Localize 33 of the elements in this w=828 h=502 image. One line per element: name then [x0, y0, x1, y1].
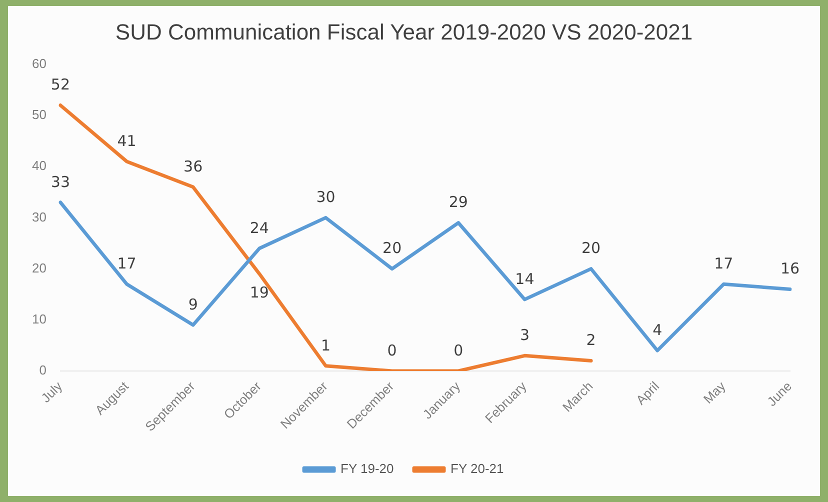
y-tick-label: 50: [32, 107, 46, 122]
data-label: 29: [448, 193, 468, 212]
data-label: 2: [586, 331, 596, 350]
data-label: 0: [454, 341, 464, 360]
y-tick-label: 30: [32, 209, 46, 224]
y-tick-label: 40: [32, 158, 46, 174]
data-label: 33: [50, 172, 70, 191]
data-label: 30: [316, 188, 336, 206]
data-label: 16: [780, 260, 800, 278]
data-label: 19: [250, 283, 269, 302]
data-label: 24: [250, 218, 269, 237]
data-label: 0: [387, 341, 397, 360]
data-label: 17: [117, 254, 136, 273]
chart-title: SUD Communication Fiscal Year 2019-2020 VS 2020-2021: [115, 19, 693, 44]
data-label: 20: [382, 239, 402, 258]
data-label: 14: [515, 270, 534, 288]
y-tick-label: 0: [39, 362, 46, 378]
x-tick-label: July: [38, 378, 66, 406]
data-label: 1: [320, 336, 331, 354]
data-label: 52: [50, 76, 70, 94]
y-tick-label: 60: [32, 56, 46, 71]
data-label: 41: [117, 132, 136, 150]
legend-label: FY 19-20: [340, 461, 394, 476]
y-tick-label: 10: [32, 311, 46, 326]
data-label: 36: [184, 157, 203, 176]
data-label: 20: [581, 239, 601, 258]
x-tick-label: May: [700, 378, 729, 407]
data-label: 17: [714, 254, 734, 273]
legend-label: FY 20-21: [450, 461, 504, 476]
data-label: 4: [652, 320, 662, 339]
data-label: 3: [520, 326, 530, 344]
data-label: 9: [188, 295, 198, 314]
y-tick-label: 20: [32, 260, 46, 276]
